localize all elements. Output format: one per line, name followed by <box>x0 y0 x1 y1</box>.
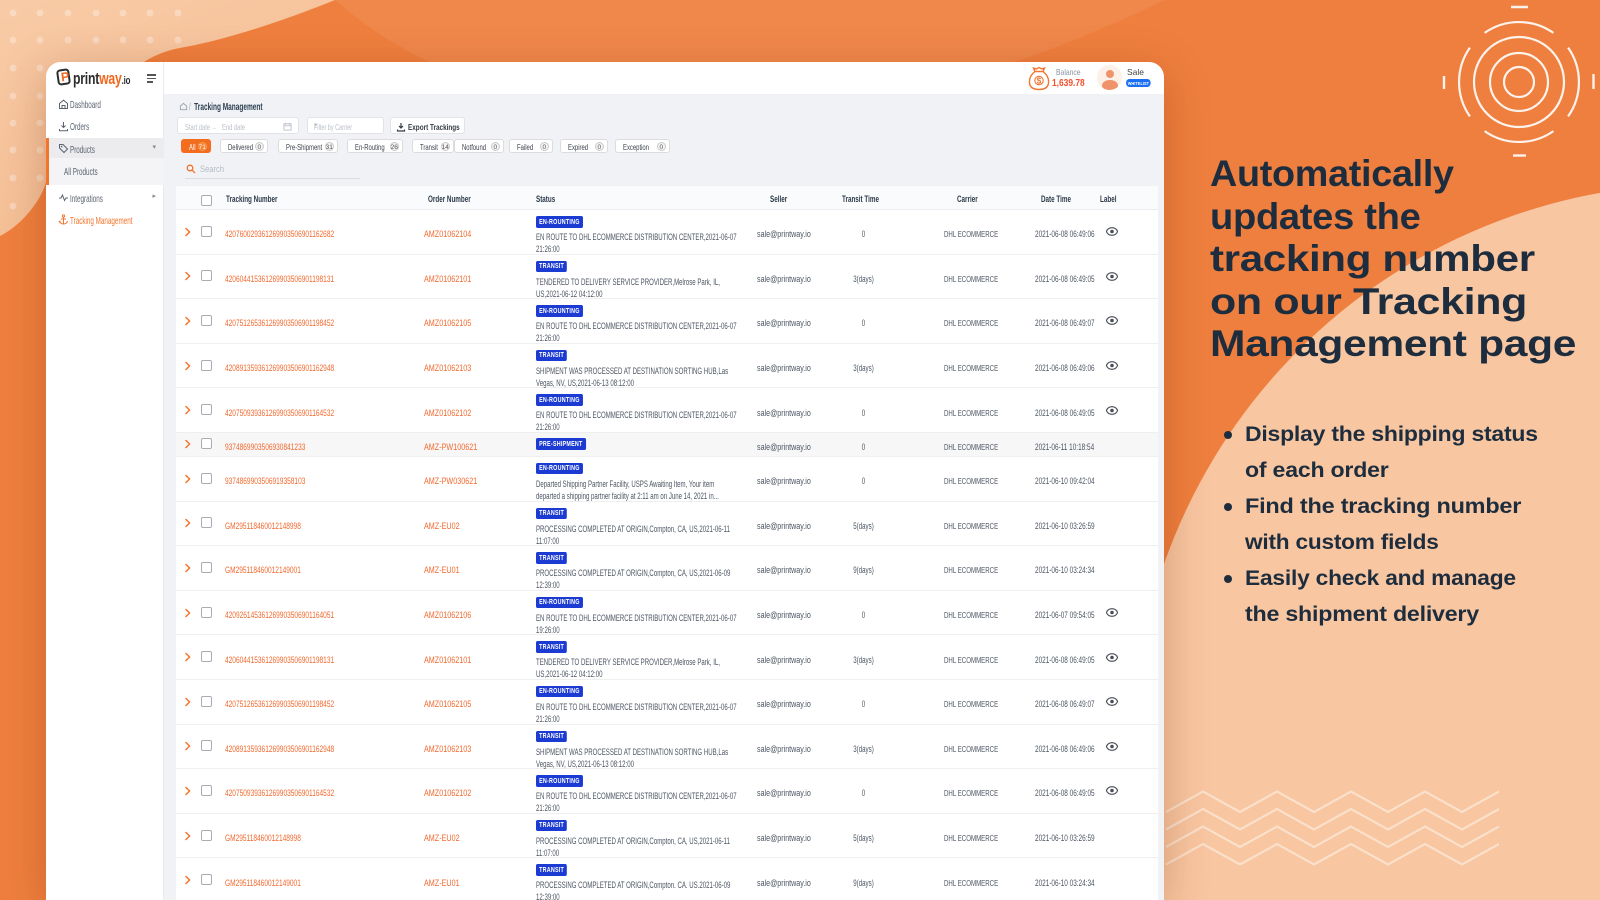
svg-text:$: $ <box>1037 77 1042 86</box>
